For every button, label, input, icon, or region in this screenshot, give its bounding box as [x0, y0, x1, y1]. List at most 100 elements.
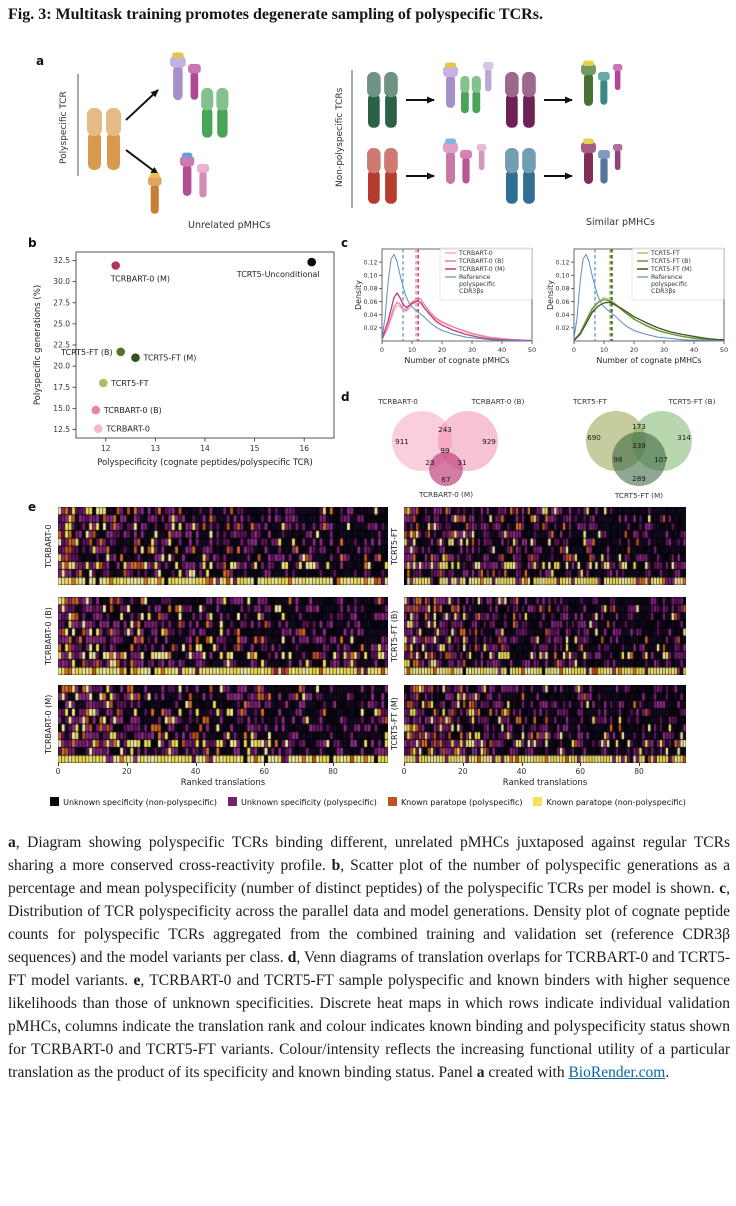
venn-count: 929 — [482, 437, 496, 446]
tcr-icon — [367, 72, 398, 128]
heatmap-legend-item: Known paratope (non-polyspecific) — [533, 797, 686, 807]
x-tick — [58, 763, 59, 766]
venn-count: 339 — [632, 441, 646, 450]
legend-entry: TCRBART-0 — [458, 250, 493, 257]
legend-entry: polyspecific — [459, 281, 496, 288]
chart-text: 0.10 — [363, 272, 377, 279]
venn-count: 289 — [632, 474, 646, 483]
y-axis-title: Density — [354, 280, 363, 310]
chart-text: 20 — [630, 346, 638, 354]
x-tick-label: 40 — [516, 767, 527, 776]
scatter-point — [94, 424, 103, 433]
venn-count: 911 — [395, 437, 409, 446]
panel-d-venn-tcrbart: TCRBART-0 TCRBART-0 (B) TCRBART-0 (M) 911 24… — [377, 397, 525, 499]
venn-set-label: TCRBART-0 (M) — [418, 490, 473, 499]
scatter-point — [91, 405, 101, 415]
heatmap-tcrbart-0-b- — [58, 597, 388, 675]
heatmap-legend-item: Unknown specificity (non-polyspecific) — [50, 797, 217, 807]
pmhc-icon — [483, 62, 494, 92]
x-tick — [462, 763, 464, 766]
legend-entry: TCRT5-FT — [650, 250, 680, 257]
x-tick — [580, 763, 582, 766]
scatter-point-label: TCRT5-FT (M) — [143, 354, 197, 363]
tcr-icon — [201, 88, 229, 138]
chart-text: 16 — [299, 444, 309, 453]
heatmap-tcrt5-ft-m- — [404, 685, 686, 763]
pmhc-icon — [180, 152, 195, 196]
figure-title: Fig. 3: Multitask training promotes dege… — [8, 6, 543, 23]
caption-text: , TCRBART-0 and TCRT5-FT sample polyspec… — [8, 972, 730, 1081]
venn-set-label: TCRT5-FT (B) — [668, 397, 716, 406]
panel-e-label: e — [28, 500, 37, 514]
caption-text: . — [665, 1064, 670, 1081]
chart-text: 0.12 — [363, 259, 377, 266]
scatter-point — [111, 261, 120, 270]
venn-count: 243 — [438, 425, 452, 434]
venn-set-label: TCRT5-FT (M) — [614, 491, 663, 500]
legend-entry: Reference — [459, 274, 490, 281]
chart-text: 0.02 — [363, 325, 377, 332]
legend-swatch-icon — [387, 797, 397, 806]
tcr-icon — [505, 72, 536, 128]
x-tick-label: 80 — [328, 767, 338, 776]
figure-caption: a, Diagram showing polyspecific TCRs bin… — [8, 831, 730, 1084]
heatmap-legend: Unknown specificity (non-polyspecific) Un… — [0, 797, 736, 807]
scatter-point — [116, 347, 125, 357]
venn-count: 31 — [457, 458, 466, 467]
chart-text: 0.04 — [363, 312, 377, 319]
legend-swatch-icon — [533, 797, 543, 806]
scatter-point — [131, 353, 140, 362]
arrow-icon — [125, 89, 159, 121]
venn-set-label: TCRBART-0 (B) — [471, 397, 525, 406]
chart-text: 0.10 — [555, 272, 569, 279]
venn-circle — [612, 432, 666, 486]
tcr-icon — [460, 76, 481, 114]
heatmap-tcrbart-0-m- — [58, 685, 388, 763]
heatmap-row-label: TCRBART-0 (B) — [44, 607, 53, 665]
venn-set-label: TCRT5-FT — [572, 397, 607, 406]
caption-text: , Venn diagrams of translation overlaps … — [8, 949, 730, 989]
tcr-icon — [505, 148, 536, 204]
caption-panel-ref: a — [8, 834, 16, 851]
venn-count: 314 — [677, 433, 691, 442]
chart-text: 40 — [690, 346, 698, 354]
density-curve — [573, 298, 725, 341]
x-axis-title: Number of cognate pMHCs — [405, 356, 510, 365]
legend-entry: TCRT5-FT (B) — [650, 258, 691, 265]
x-tick — [264, 763, 266, 766]
chart-text: 15.0 — [53, 404, 70, 413]
chart-text: 32.5 — [53, 256, 70, 265]
caption-panel-ref: a — [476, 1064, 485, 1081]
biorender-link[interactable]: BioRender.com — [568, 1064, 666, 1081]
chart-text: 0 — [380, 346, 384, 354]
chart-text: 0.08 — [363, 286, 377, 293]
x-tick — [639, 763, 640, 766]
scatter-point-label: TCRBART-0 (M) — [110, 275, 170, 284]
chart-text: 12 — [101, 444, 111, 453]
scatter-point-label: TCRT5-FT (B) — [60, 348, 112, 357]
chart-text: 25.0 — [53, 319, 70, 328]
heatmap-legend-item: Known paratope (polyspecific) — [387, 797, 522, 807]
venn-circle — [429, 452, 463, 486]
venn-count: 23 — [425, 458, 434, 467]
panel-a-right-group-label: Non-polyspecific TCRs — [335, 87, 345, 187]
legend-entry: CDR3βs — [459, 288, 484, 295]
caption-text: , Scatter plot of the number of polyspec… — [8, 857, 730, 897]
legend-entry: polyspecific — [651, 281, 688, 288]
pmhc-icon — [581, 60, 596, 106]
scatter-point-label: TCRT5-Unconditional — [236, 270, 320, 279]
venn-count: 99 — [440, 446, 450, 455]
density-curve — [573, 253, 725, 342]
legend-entry: CDR3βs — [651, 288, 676, 295]
x-tick-label: 0 — [55, 767, 61, 776]
legend-swatch-icon — [50, 797, 60, 806]
legend-entry: Reference — [651, 274, 682, 281]
scatter-point-label: TCRT5-FT — [110, 379, 148, 388]
chart-text: 22.5 — [53, 341, 70, 350]
chart-text: 30 — [660, 346, 668, 354]
legend-entry: TCRT5-FT (M) — [650, 266, 692, 273]
pmhc-icon — [581, 138, 596, 184]
tcr-icon — [367, 148, 398, 204]
x-axis: 0 10 20 30 40 50 — [380, 341, 536, 354]
chart-text: 15 — [250, 444, 260, 453]
